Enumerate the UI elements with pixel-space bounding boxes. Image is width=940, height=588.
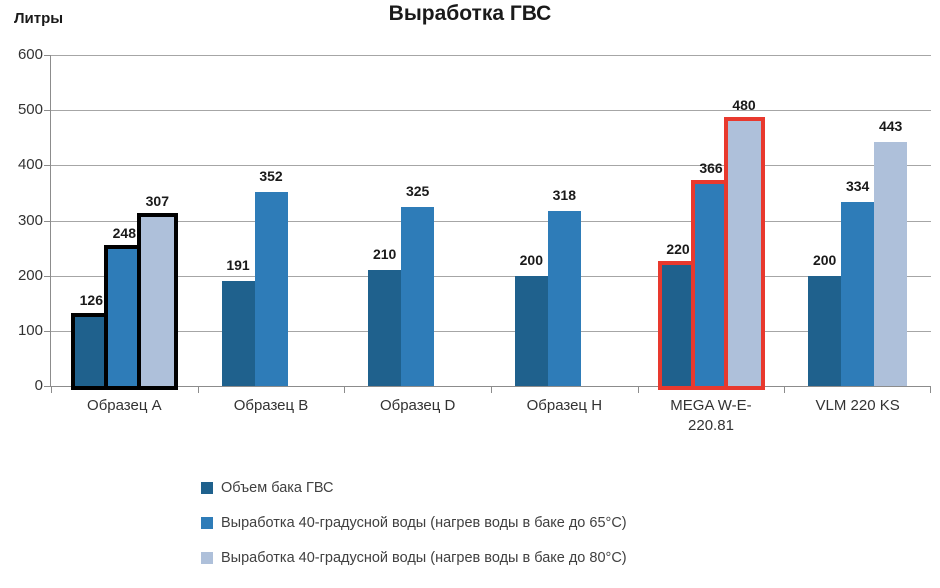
x-axis-category-label-text: VLM 220 KS — [815, 397, 900, 414]
bar-value-label: 248 — [112, 225, 136, 242]
bar-value-label: 200 — [812, 251, 837, 268]
bar — [690, 180, 732, 390]
bar — [514, 275, 548, 386]
legend-item: Выработка 40-градусной воды (нагрев воды… — [201, 512, 627, 533]
x-axis-tickmark — [51, 386, 52, 393]
legend-color-swatch-icon — [201, 551, 213, 564]
bar — [254, 191, 288, 386]
bar-value-label: 443 — [878, 117, 903, 134]
bar-value-label: 480 — [732, 97, 756, 114]
x-axis-tickmark — [197, 386, 199, 393]
legend-item: Выработка 40-градусной воды (нагрев воды… — [201, 547, 627, 568]
y-axis-tickmark — [44, 165, 51, 167]
y-axis-tickmark — [44, 55, 51, 56]
bar — [136, 212, 178, 391]
y-axis-tick-label: 0 — [34, 377, 43, 394]
y-axis-tickmark — [44, 275, 51, 277]
bar-value-label: 210 — [372, 246, 397, 263]
bar — [841, 201, 875, 386]
x-axis-tickmark — [491, 386, 492, 393]
bar — [368, 270, 402, 386]
x-axis-category-label: Образец B — [198, 396, 345, 416]
y-axis-title: Литры — [14, 10, 64, 27]
x-axis-category-label-text: Образец H — [526, 397, 603, 414]
x-axis-tickmark — [784, 386, 786, 393]
bar-value-label: 352 — [259, 167, 283, 184]
bar — [808, 275, 842, 386]
x-axis-tickmark — [637, 386, 639, 393]
x-axis-category-label: MEGA W-E-220.81 — [638, 396, 785, 436]
plot-area: 0 100 200 300 400 500 600 126 248 307 Образец A 191… — [18, 46, 931, 434]
x-axis-tickmark — [930, 386, 931, 393]
bar-value-label: 318 — [552, 186, 576, 203]
gridline — [51, 220, 931, 222]
x-axis-category-label: Образец A — [51, 396, 198, 416]
x-axis-tickmark — [344, 386, 346, 393]
gridline — [51, 165, 931, 167]
y-axis-tickmark — [44, 220, 51, 222]
y-axis-tick-label: 200 — [17, 266, 43, 284]
gridline — [51, 330, 931, 332]
x-axis-category-label: Образец H — [491, 396, 638, 416]
legend-label: Объем бака ГВС — [221, 479, 334, 496]
bar-value-label: 334 — [845, 177, 870, 194]
bar-value-label: 126 — [79, 292, 103, 309]
y-axis-tick-label: 600 — [17, 46, 43, 63]
y-axis-tick-label: 500 — [17, 101, 43, 119]
legend-label: Выработка 40-градусной воды (нагрев воды… — [221, 549, 627, 566]
bar-value-label: 307 — [145, 192, 169, 209]
bar — [70, 312, 112, 390]
chart-title: Выработка ГВС — [388, 2, 552, 25]
y-axis-tick-label: 400 — [17, 156, 43, 174]
legend-color-swatch-icon — [201, 516, 213, 529]
x-axis-category-label: Образец D — [344, 396, 491, 416]
bar-value-label: 220 — [666, 240, 690, 257]
bar — [547, 210, 581, 386]
bar-value-label: 325 — [405, 182, 430, 199]
x-axis-category-label-text: Образец B — [233, 397, 309, 414]
bar-value-label: 191 — [226, 256, 250, 273]
x-axis-category-label-text: Образец A — [87, 397, 162, 414]
bar-value-label: 200 — [519, 251, 543, 268]
x-axis-category-label: VLM 220 KS — [784, 396, 931, 416]
bar — [657, 260, 699, 391]
y-axis-tickmark — [44, 386, 51, 387]
gridline — [51, 110, 931, 112]
gridline — [51, 275, 931, 277]
y-axis-tick-label: 100 — [17, 321, 43, 339]
legend-color-swatch-icon — [201, 481, 213, 494]
x-axis-category-label-text: MEGA W-E-220.81 — [670, 397, 752, 434]
bar — [874, 141, 908, 386]
bar — [723, 117, 765, 390]
gridline — [51, 55, 931, 56]
y-axis-tickmark — [44, 110, 51, 112]
y-axis-tickmark — [44, 330, 51, 332]
bar — [103, 245, 145, 390]
y-axis-tick-label: 300 — [17, 211, 43, 229]
bar — [221, 280, 255, 386]
bar — [401, 206, 435, 386]
legend-label: Выработка 40-градусной воды (нагрев воды… — [221, 514, 627, 531]
x-axis-category-label-text: Образец D — [379, 397, 456, 414]
legend-item: Объем бака ГВС — [201, 477, 627, 498]
legend: Объем бака ГВС Выработка 40-градусной вод… — [201, 477, 627, 582]
bar-value-label: 366 — [699, 160, 723, 177]
